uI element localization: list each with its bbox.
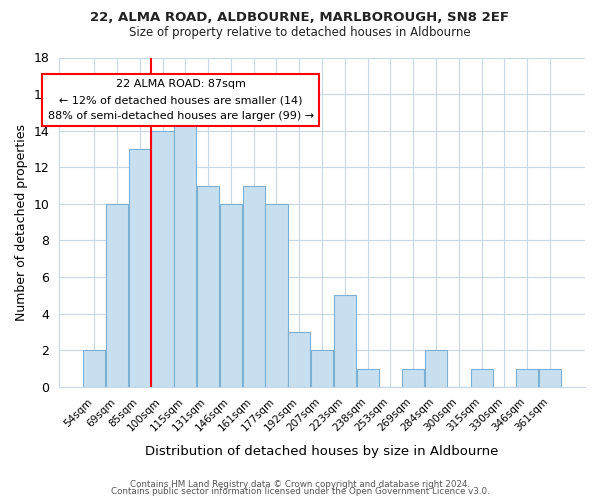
Y-axis label: Number of detached properties: Number of detached properties <box>15 124 28 320</box>
Text: 22, ALMA ROAD, ALDBOURNE, MARLBOROUGH, SN8 2EF: 22, ALMA ROAD, ALDBOURNE, MARLBOROUGH, S… <box>91 11 509 24</box>
Bar <box>311 350 333 387</box>
Text: Size of property relative to detached houses in Aldbourne: Size of property relative to detached ho… <box>129 26 471 39</box>
Bar <box>151 130 173 387</box>
Bar <box>128 149 151 387</box>
X-axis label: Distribution of detached houses by size in Aldbourne: Distribution of detached houses by size … <box>145 444 499 458</box>
Bar <box>174 112 196 387</box>
Bar <box>470 368 493 387</box>
Bar <box>425 350 447 387</box>
Text: 22 ALMA ROAD: 87sqm
← 12% of detached houses are smaller (14)
88% of semi-detach: 22 ALMA ROAD: 87sqm ← 12% of detached ho… <box>47 80 314 120</box>
Text: Contains public sector information licensed under the Open Government Licence v3: Contains public sector information licen… <box>110 488 490 496</box>
Bar <box>539 368 561 387</box>
Bar <box>265 204 287 387</box>
Bar <box>197 186 219 387</box>
Bar <box>106 204 128 387</box>
Bar <box>402 368 424 387</box>
Bar <box>356 368 379 387</box>
Text: Contains HM Land Registry data © Crown copyright and database right 2024.: Contains HM Land Registry data © Crown c… <box>130 480 470 489</box>
Bar <box>334 296 356 387</box>
Bar <box>242 186 265 387</box>
Bar <box>516 368 538 387</box>
Bar <box>220 204 242 387</box>
Bar <box>288 332 310 387</box>
Bar <box>83 350 105 387</box>
